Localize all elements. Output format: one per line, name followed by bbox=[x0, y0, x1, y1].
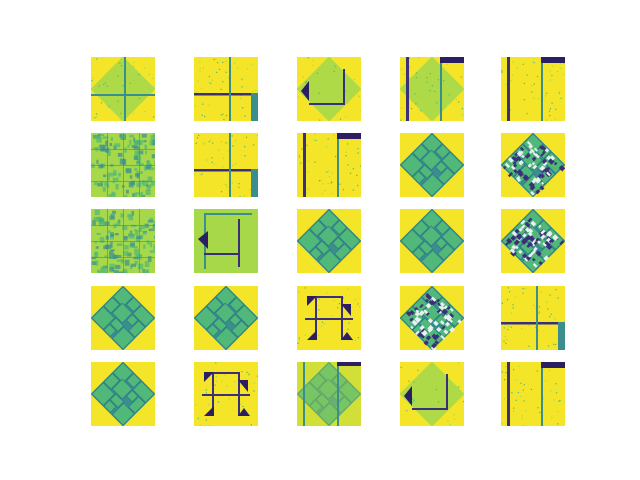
tile-pattern bbox=[194, 57, 258, 121]
tile-pattern bbox=[400, 286, 464, 350]
tile-pattern bbox=[501, 133, 565, 197]
tile-pattern bbox=[297, 133, 361, 197]
image-tile-r5-c2 bbox=[194, 362, 258, 426]
tile-pattern bbox=[297, 209, 361, 273]
tile-pattern bbox=[91, 362, 155, 426]
tile-pattern bbox=[194, 209, 258, 273]
tile-pattern bbox=[297, 362, 361, 426]
tile-pattern bbox=[400, 209, 464, 273]
tile-pattern bbox=[91, 286, 155, 350]
tile-pattern bbox=[91, 209, 155, 273]
image-tile-r4-c1 bbox=[91, 286, 155, 350]
tile-pattern bbox=[91, 57, 155, 121]
image-tile-r1-c1 bbox=[91, 57, 155, 121]
image-tile-r1-c4 bbox=[400, 57, 464, 121]
image-tile-r1-c2 bbox=[194, 57, 258, 121]
image-tile-r4-c5 bbox=[501, 286, 565, 350]
tile-pattern bbox=[194, 286, 258, 350]
tile-pattern bbox=[501, 209, 565, 273]
tile-pattern bbox=[194, 133, 258, 197]
image-tile-r5-c4 bbox=[400, 362, 464, 426]
image-tile-r1-c3 bbox=[297, 57, 361, 121]
image-tile-r5-c3 bbox=[297, 362, 361, 426]
tile-pattern bbox=[91, 133, 155, 197]
image-tile-r5-c5 bbox=[501, 362, 565, 426]
tile-pattern bbox=[501, 362, 565, 426]
image-tile-r3-c3 bbox=[297, 209, 361, 273]
tile-pattern bbox=[501, 286, 565, 350]
tile-pattern bbox=[400, 362, 464, 426]
tile-pattern bbox=[194, 362, 258, 426]
image-tile-r4-c3 bbox=[297, 286, 361, 350]
image-tile-r2-c5 bbox=[501, 133, 565, 197]
image-tile-r4-c4 bbox=[400, 286, 464, 350]
image-tile-r2-c3 bbox=[297, 133, 361, 197]
tile-pattern bbox=[501, 57, 565, 121]
tile-pattern bbox=[297, 57, 361, 121]
image-tile-r2-c2 bbox=[194, 133, 258, 197]
image-tile-r3-c5 bbox=[501, 209, 565, 273]
image-tile-r3-c2 bbox=[194, 209, 258, 273]
tile-pattern bbox=[297, 286, 361, 350]
image-tile-r2-c1 bbox=[91, 133, 155, 197]
tile-pattern bbox=[400, 57, 464, 121]
tile-pattern bbox=[400, 133, 464, 197]
image-tile-r2-c4 bbox=[400, 133, 464, 197]
image-tile-r5-c1 bbox=[91, 362, 155, 426]
image-tile-r3-c1 bbox=[91, 209, 155, 273]
image-tile-r1-c5 bbox=[501, 57, 565, 121]
image-tile-r4-c2 bbox=[194, 286, 258, 350]
image-tile-r3-c4 bbox=[400, 209, 464, 273]
